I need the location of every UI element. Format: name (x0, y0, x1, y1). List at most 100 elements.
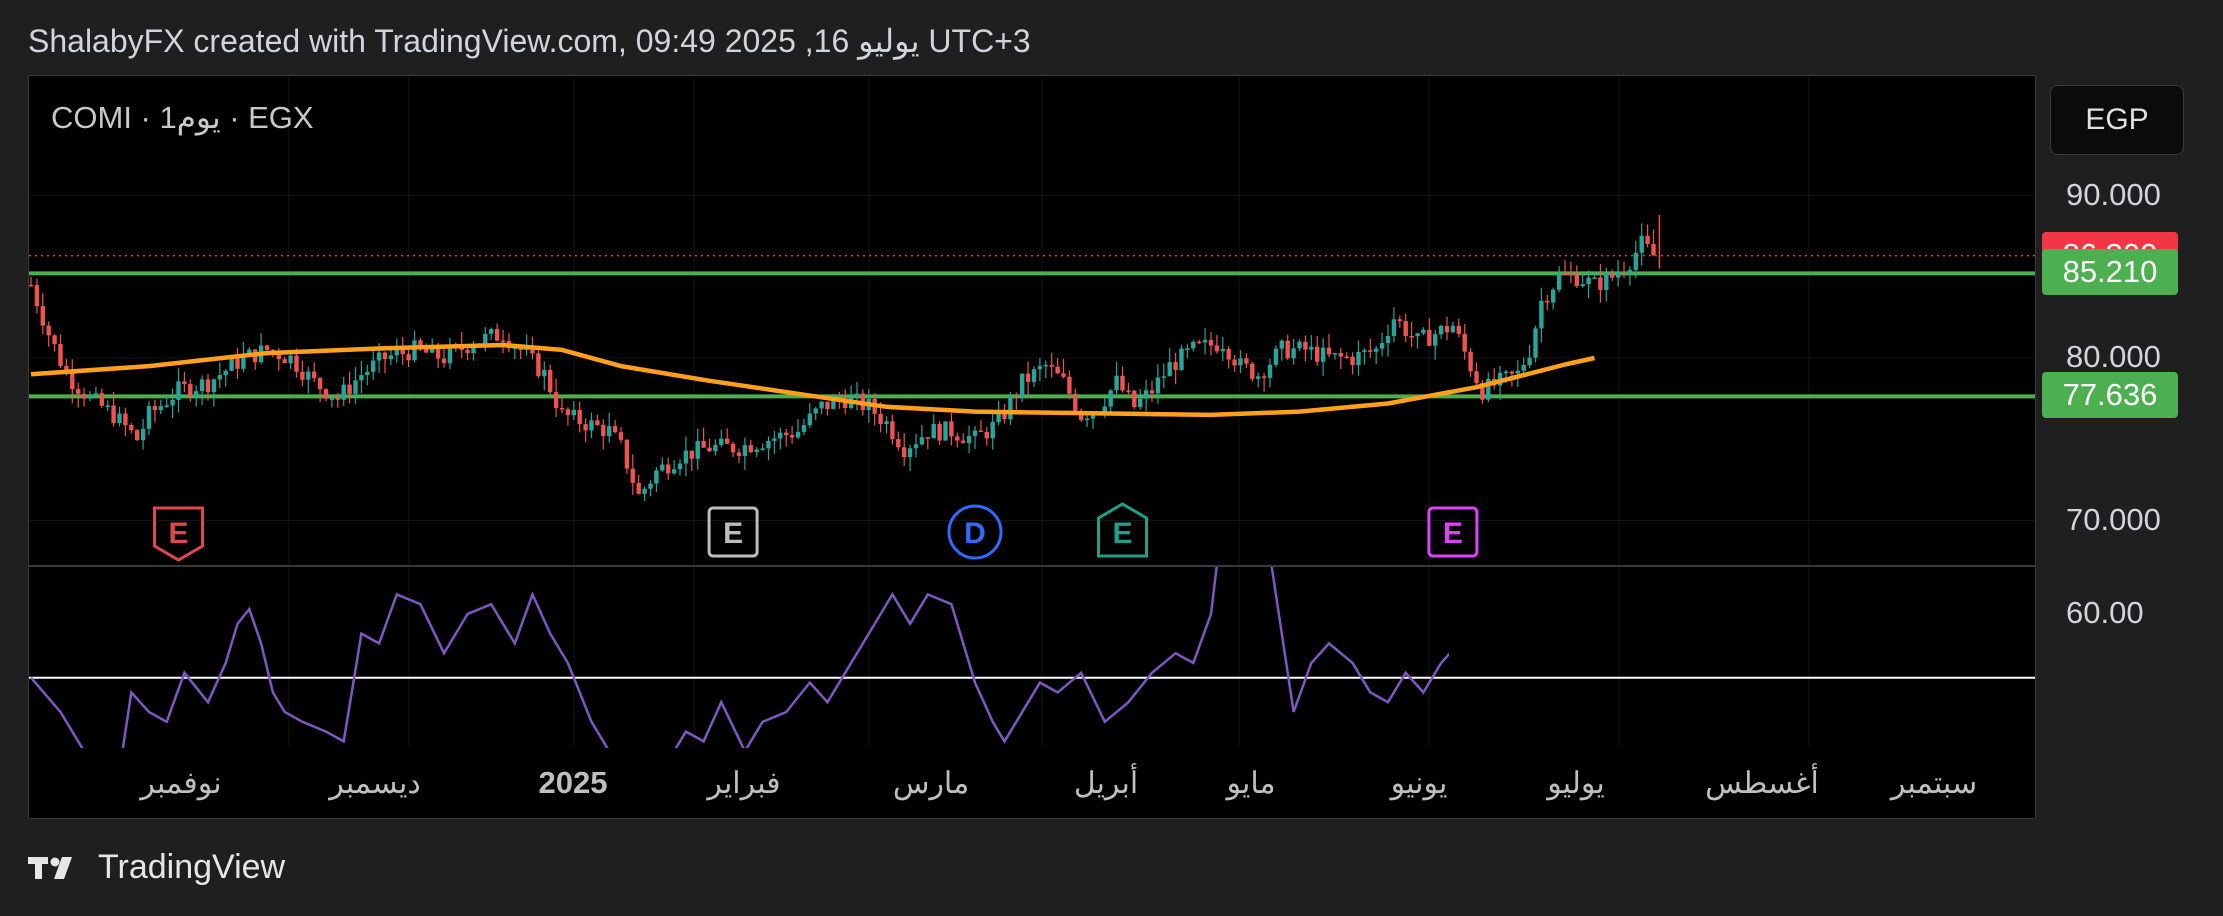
time-axis-label: نوفمبر (138, 767, 221, 801)
candle-body (1073, 393, 1078, 411)
chart-header-title: ShalabyFX created with TradingView.com, … (28, 23, 1031, 59)
footer-brand[interactable]: TradingView (28, 848, 285, 887)
candle-body (306, 371, 311, 380)
candle-body (1651, 243, 1656, 256)
candlestick-series (29, 215, 1661, 501)
candle-body (902, 447, 907, 458)
candle-body (1480, 383, 1485, 400)
candle-body (660, 464, 665, 471)
candle-body (589, 420, 594, 431)
chart-frame[interactable]: E E D E E نوفمبر ديسمبر 2025 فبراير مارس أبريل ماي… (28, 75, 2036, 819)
candle-body (642, 488, 647, 494)
candle-body (182, 381, 187, 385)
candle-body (494, 329, 500, 341)
candle-body (1061, 373, 1066, 377)
candle-body (140, 428, 146, 441)
candle-body (1261, 376, 1267, 378)
candle-body (1279, 340, 1284, 349)
candle-body (854, 393, 860, 397)
event-marker: E (707, 506, 759, 558)
candle-body (524, 348, 529, 351)
candle-body (648, 483, 653, 489)
candle-body (188, 384, 193, 397)
chart-plot[interactable]: E E D E E نوفمبر ديسمبر 2025 فبراير مارس أبريل ماي… (29, 76, 2036, 819)
candle-body (1008, 396, 1013, 420)
candle-body (1191, 341, 1196, 349)
price-axis[interactable]: 90.000 80.000 70.000 60.00 86.300 85.210… (2036, 155, 2223, 819)
candle-body (365, 371, 370, 376)
event-marker-shape (1097, 502, 1148, 558)
currency-button[interactable]: EGP (2050, 85, 2184, 155)
resistance-price-badge: 85.210 (2042, 249, 2178, 296)
candle-body (382, 352, 388, 360)
candle-body (376, 352, 382, 361)
candle-body (371, 360, 376, 372)
candle-body (158, 406, 163, 411)
time-axis-label: مايو (1224, 767, 1275, 801)
support-price-badge: 77.636 (2042, 372, 2178, 419)
event-marker: E (153, 506, 204, 562)
candle-body (1350, 356, 1355, 366)
candle-body (1250, 363, 1255, 379)
candle-body (1273, 348, 1279, 365)
rsi-tick-label: 60.00 (2066, 595, 2144, 630)
candle-body (111, 405, 116, 424)
candle-body (489, 329, 494, 334)
event-marker-label: E (1112, 517, 1132, 550)
candle-body (1562, 273, 1568, 276)
candle-body (630, 468, 635, 483)
candle-body (1315, 346, 1320, 362)
candle-body (542, 369, 547, 377)
symbol-label[interactable]: COMI · 1يوم · EGX (51, 100, 314, 135)
event-marker: E (1427, 506, 1479, 558)
rsi-line (30, 567, 1449, 748)
candle-body (1167, 362, 1172, 377)
time-axis-label: مارس (893, 767, 969, 801)
support-resistance-levels (29, 254, 2035, 399)
candle-body (264, 345, 270, 350)
candle-body (294, 355, 299, 372)
candle-body (1197, 341, 1202, 344)
candle-body (1143, 390, 1149, 399)
candle-body (1362, 350, 1367, 352)
candle-body (359, 375, 364, 381)
candle-body (1368, 350, 1373, 352)
candle-body (1090, 412, 1096, 419)
candle-body (831, 398, 836, 409)
candle-body (435, 345, 441, 359)
candle-body (164, 405, 169, 407)
candle-body (1444, 325, 1450, 333)
candle-body (406, 354, 411, 361)
moving-average-line (30, 342, 1595, 418)
candle-body (813, 408, 818, 414)
candle-body (890, 421, 895, 440)
candle-body (1356, 351, 1361, 366)
candle-body (1374, 348, 1379, 352)
candle-body (1450, 325, 1456, 333)
rsi-pane (29, 567, 2035, 748)
candle-body (778, 432, 783, 439)
candle-body (548, 369, 553, 393)
candle-body (896, 439, 901, 448)
candle-body (1120, 375, 1125, 391)
candle-body (1598, 277, 1603, 290)
candle-body (931, 423, 936, 439)
moving-average-series (30, 342, 1595, 418)
candle-body (1155, 377, 1161, 394)
candle-body (984, 431, 989, 439)
candle-body (1055, 366, 1060, 374)
candle-body (913, 444, 919, 449)
candle-body (418, 340, 423, 349)
candle-body (748, 445, 753, 453)
candle-body (618, 432, 624, 440)
candle-body (671, 469, 677, 474)
candle-body (754, 449, 759, 453)
candle-body (1515, 370, 1520, 374)
candle-body (1580, 284, 1585, 286)
candle-body (1025, 373, 1031, 382)
candle-body (500, 340, 506, 343)
candle-body (247, 349, 252, 355)
candle-body (1633, 252, 1638, 270)
candle-body (1403, 321, 1408, 336)
candle-body (123, 413, 128, 426)
